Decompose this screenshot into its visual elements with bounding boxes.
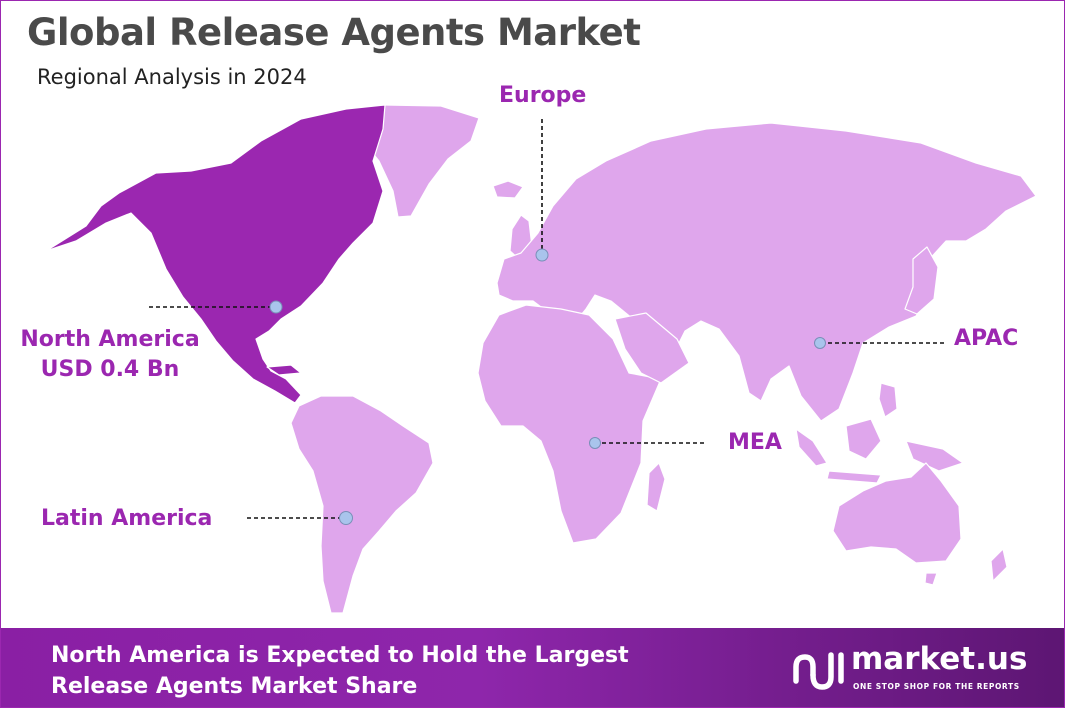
north-america-name: North America <box>20 327 200 352</box>
java-shape <box>826 470 882 484</box>
north-america-shape <box>45 104 386 404</box>
footer-banner: North America is Expected to Hold the La… <box>1 628 1064 707</box>
japan-shape <box>904 246 939 315</box>
latin-america-label: Latin America <box>41 506 213 531</box>
mea-marker <box>589 437 601 449</box>
madagascar-shape <box>646 462 666 512</box>
apac-marker <box>814 337 826 349</box>
south-america-shape <box>290 395 434 614</box>
apac-label: APAC <box>954 326 1019 351</box>
cuba-shape <box>266 364 302 376</box>
mea-label: MEA <box>728 430 782 455</box>
page-title: Global Release Agents Market <box>27 11 641 54</box>
brand-logo: market.us ONE STOP SHOP FOR THE REPORTS <box>791 641 1036 693</box>
banner-line-1: North America is Expected to Hold the La… <box>51 643 629 668</box>
new-guinea-shape <box>905 440 964 472</box>
north-america-value: USD 0.4 Bn <box>40 357 180 382</box>
banner-line-2: Release Agents Market Share <box>51 674 418 699</box>
europe-label: Europe <box>499 83 587 108</box>
world-map <box>45 104 1037 614</box>
tasmania-shape <box>924 572 938 586</box>
borneo-shape <box>845 418 882 460</box>
africa-shape <box>477 304 662 544</box>
arabia-shape <box>614 312 690 384</box>
new-zealand-shape <box>990 548 1008 582</box>
philippines-shape <box>878 382 898 418</box>
banner-text: North America is Expected to Hold the La… <box>51 640 629 702</box>
greenland-shape <box>352 104 480 218</box>
page-subtitle: Regional Analysis in 2024 <box>37 65 307 89</box>
australia-shape <box>832 462 962 564</box>
north-america-marker <box>269 300 283 314</box>
north-america-label: North America USD 0.4 Bn <box>15 325 205 385</box>
brand-tagline: ONE STOP SHOP FOR THE REPORTS <box>853 682 1020 691</box>
brand-name: market.us <box>851 641 1028 677</box>
sumatra-shape <box>795 428 828 467</box>
eurasia-shape <box>496 122 1037 422</box>
europe-marker <box>535 248 549 262</box>
market-us-logo-icon <box>793 652 844 690</box>
iceland-shape <box>492 180 524 199</box>
latin-america-marker <box>339 511 353 525</box>
